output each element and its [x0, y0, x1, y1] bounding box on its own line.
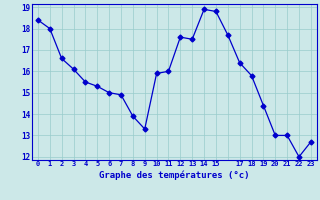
X-axis label: Graphe des températures (°c): Graphe des températures (°c) — [99, 170, 250, 180]
